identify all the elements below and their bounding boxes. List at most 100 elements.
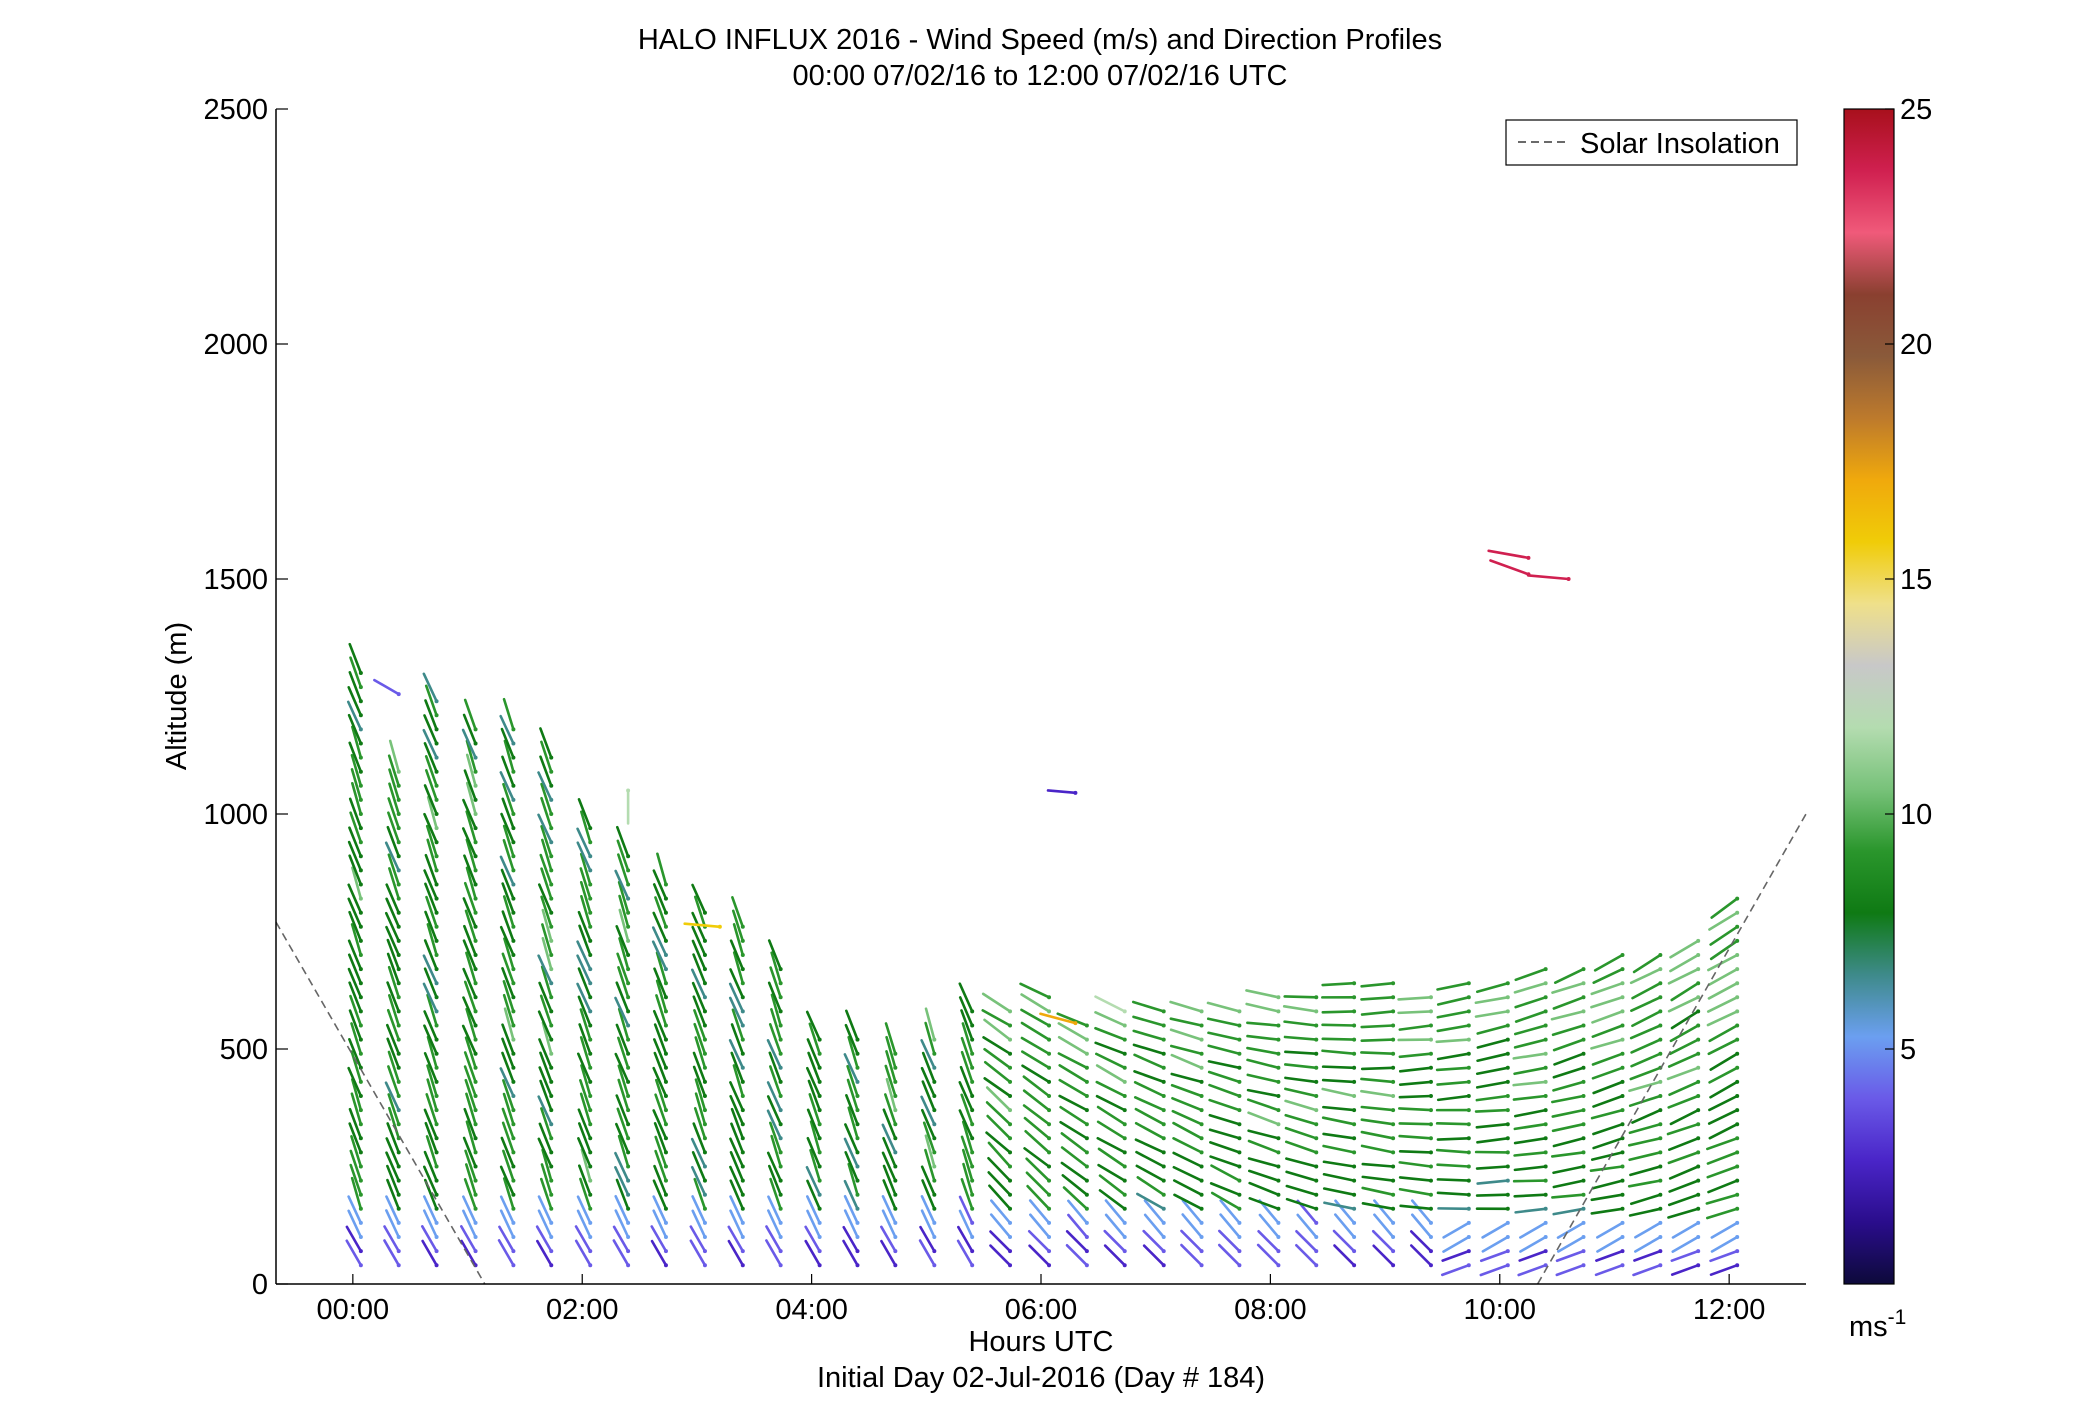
wind-barb xyxy=(958,1081,974,1112)
wind-barb xyxy=(386,938,401,971)
wind-barb xyxy=(1133,1070,1166,1084)
isolated-wind-barbs xyxy=(373,549,1571,1026)
wind-barb xyxy=(770,1134,782,1168)
wind-barb-base xyxy=(1543,1023,1548,1028)
wind-barb-base xyxy=(1428,1094,1433,1098)
wind-barb-base xyxy=(1505,1094,1510,1098)
wind-barb xyxy=(502,1079,515,1112)
wind-barb xyxy=(388,994,401,1027)
wind-barb-base xyxy=(588,967,593,972)
wind-barb xyxy=(1095,1064,1127,1084)
wind-barb-base xyxy=(434,812,439,816)
wind-barb-base xyxy=(740,1164,745,1169)
wind-barb xyxy=(1136,1176,1166,1196)
wind-barb xyxy=(1552,1066,1585,1079)
wind-barb-base xyxy=(358,797,363,802)
wind-barb xyxy=(1436,1163,1471,1168)
wind-barb-base xyxy=(740,1249,745,1254)
wind-barb xyxy=(960,1177,974,1211)
wind-barb xyxy=(1706,1010,1739,1027)
wind-barb-base xyxy=(549,826,554,831)
wind-barb-base xyxy=(434,713,439,718)
wind-barb-base xyxy=(1735,995,1740,1000)
wind-barb xyxy=(987,1171,1012,1196)
wind-barb-base xyxy=(511,896,516,901)
wind-barb xyxy=(1103,1244,1127,1267)
wind-barb xyxy=(1361,1186,1395,1196)
wind-barb-base xyxy=(1696,1023,1701,1028)
wind-barb xyxy=(1333,1244,1356,1267)
wind-barb xyxy=(921,1179,936,1211)
wind-barb-base xyxy=(396,1037,401,1042)
y-tick-label: 0 xyxy=(252,1269,268,1301)
wind-barb-base xyxy=(970,1136,975,1141)
wind-barb xyxy=(1133,1080,1166,1098)
wind-barb xyxy=(1208,1083,1241,1098)
wind-barb-base xyxy=(1526,555,1531,560)
wind-barb xyxy=(921,1051,936,1084)
legend-label: Solar Insolation xyxy=(1580,128,1780,160)
wind-barb xyxy=(1707,1038,1739,1056)
wind-barb xyxy=(691,968,707,999)
wind-barb xyxy=(1133,1096,1166,1112)
wind-barb xyxy=(653,1122,668,1154)
chart-subtitle: 00:00 07/02/16 to 12:00 07/02/16 UTC xyxy=(793,60,1288,92)
wind-barb-base xyxy=(1620,1164,1625,1169)
wind-barb-base xyxy=(549,1263,554,1268)
wind-barb-base xyxy=(434,1051,439,1056)
wind-barb-base xyxy=(358,1051,363,1056)
wind-barb-base xyxy=(893,1150,898,1155)
wind-barb xyxy=(426,1078,438,1112)
wind-barb xyxy=(988,1184,1012,1211)
wind-barb-base xyxy=(1466,981,1471,986)
wind-barb-base xyxy=(778,1263,783,1268)
wind-barb xyxy=(577,967,592,999)
wind-barb-base xyxy=(778,1065,783,1070)
wind-barb-base xyxy=(970,1065,975,1070)
wind-barb-base xyxy=(434,727,439,732)
wind-barb xyxy=(1551,1094,1585,1104)
wind-barb-base xyxy=(1008,1150,1013,1155)
wind-barb xyxy=(1592,1080,1624,1095)
wind-barb xyxy=(1667,1207,1700,1219)
wind-barb xyxy=(1709,1052,1739,1071)
wind-barb-base xyxy=(1543,1122,1548,1127)
wind-barb xyxy=(693,1107,707,1140)
wind-barb xyxy=(1321,1023,1356,1027)
wind-barb-base xyxy=(855,1178,860,1183)
wind-barb-base xyxy=(1161,1235,1166,1239)
wind-barb-base xyxy=(1466,1220,1471,1225)
wind-barb-base xyxy=(434,1136,439,1141)
wind-barb xyxy=(691,925,707,957)
wind-barb-base xyxy=(1122,1023,1127,1028)
wind-barb-base xyxy=(1314,1136,1319,1141)
wind-barb-base xyxy=(778,1235,783,1239)
wind-barb-base xyxy=(1466,1079,1471,1084)
wind-barb-base xyxy=(855,1164,860,1169)
wind-barb xyxy=(1709,939,1739,961)
wind-barb xyxy=(1436,981,1471,991)
wind-barb-base xyxy=(1735,1220,1740,1225)
wind-barb xyxy=(422,1195,438,1225)
wind-barb xyxy=(985,1101,1012,1126)
wind-barb xyxy=(1209,1155,1241,1168)
wind-barb xyxy=(770,993,782,1027)
wind-barb-base xyxy=(855,1206,860,1211)
wind-barb-base xyxy=(1352,1094,1357,1098)
wind-barb xyxy=(1709,925,1739,946)
wind-barb xyxy=(576,982,592,1013)
wind-barb xyxy=(1021,1064,1051,1084)
wind-barb-base xyxy=(1505,1065,1510,1070)
wind-barb-base xyxy=(1658,995,1663,1000)
wind-barb-base xyxy=(1581,967,1586,972)
colorbar-unit: ms-1 xyxy=(1849,1306,1906,1343)
wind-barb-base xyxy=(434,1023,439,1028)
wind-barb xyxy=(989,1230,1012,1253)
wind-barb xyxy=(1475,1122,1510,1129)
wind-barb xyxy=(1629,967,1662,985)
wind-barb-base xyxy=(893,1122,898,1127)
wind-barb-base xyxy=(626,924,631,929)
wind-barb-base xyxy=(358,1009,363,1014)
colorbar-unit-base: ms xyxy=(1849,1311,1888,1343)
wind-barb-base xyxy=(1696,938,1701,943)
